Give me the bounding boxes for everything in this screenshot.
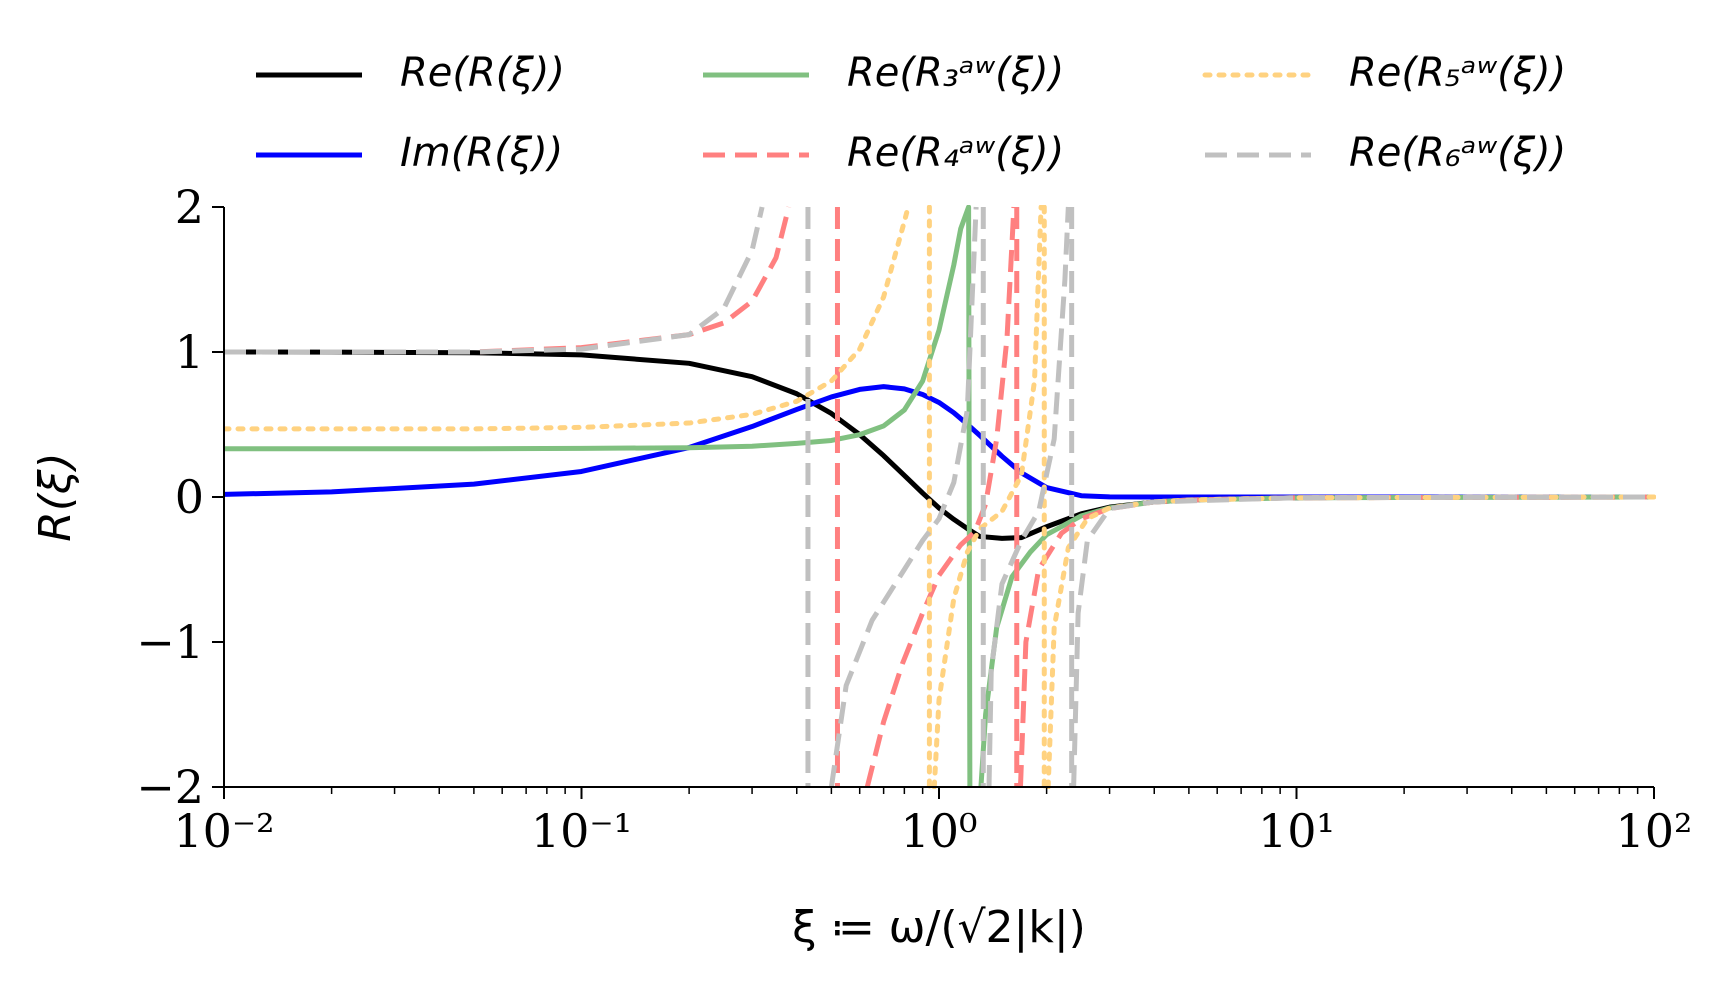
y-axis-label: R(ξ) xyxy=(30,452,81,541)
y-tick-label: 2 xyxy=(175,180,204,234)
legend-label: Re(R₄ᵃʷ(ξ)) xyxy=(847,130,1064,176)
data-line xyxy=(224,206,1655,788)
data-line xyxy=(224,349,1654,541)
legend-label: Re(R₅ᵃʷ(ξ)) xyxy=(1349,50,1566,96)
x-tick-label: 10² xyxy=(1616,804,1693,858)
y-tick-label: −2 xyxy=(136,760,204,814)
y-tick-label: 0 xyxy=(175,470,204,524)
legend-label: Re(R₃ᵃʷ(ξ)) xyxy=(847,50,1064,96)
x-tick-label: 10⁰ xyxy=(901,804,978,858)
x-tick-label: 10⁻² xyxy=(173,804,274,858)
y-tick-label: −1 xyxy=(136,615,204,669)
legend-label: Im(R(ξ)) xyxy=(400,130,563,176)
x-tick-label: 10⁻¹ xyxy=(531,804,632,858)
legend-label: Re(R₆ᵃʷ(ξ)) xyxy=(1349,130,1566,176)
plot-area xyxy=(224,205,1656,789)
data-line xyxy=(224,384,1654,500)
x-axis-label: ξ ≔ ω/(√2|k|) xyxy=(792,902,1086,953)
x-tick-label: 10¹ xyxy=(1258,804,1335,858)
y-tick-label: 1 xyxy=(175,325,204,379)
data-line xyxy=(224,205,1656,789)
legend-label: Re(R(ξ)) xyxy=(400,50,565,96)
data-line xyxy=(224,206,1655,788)
